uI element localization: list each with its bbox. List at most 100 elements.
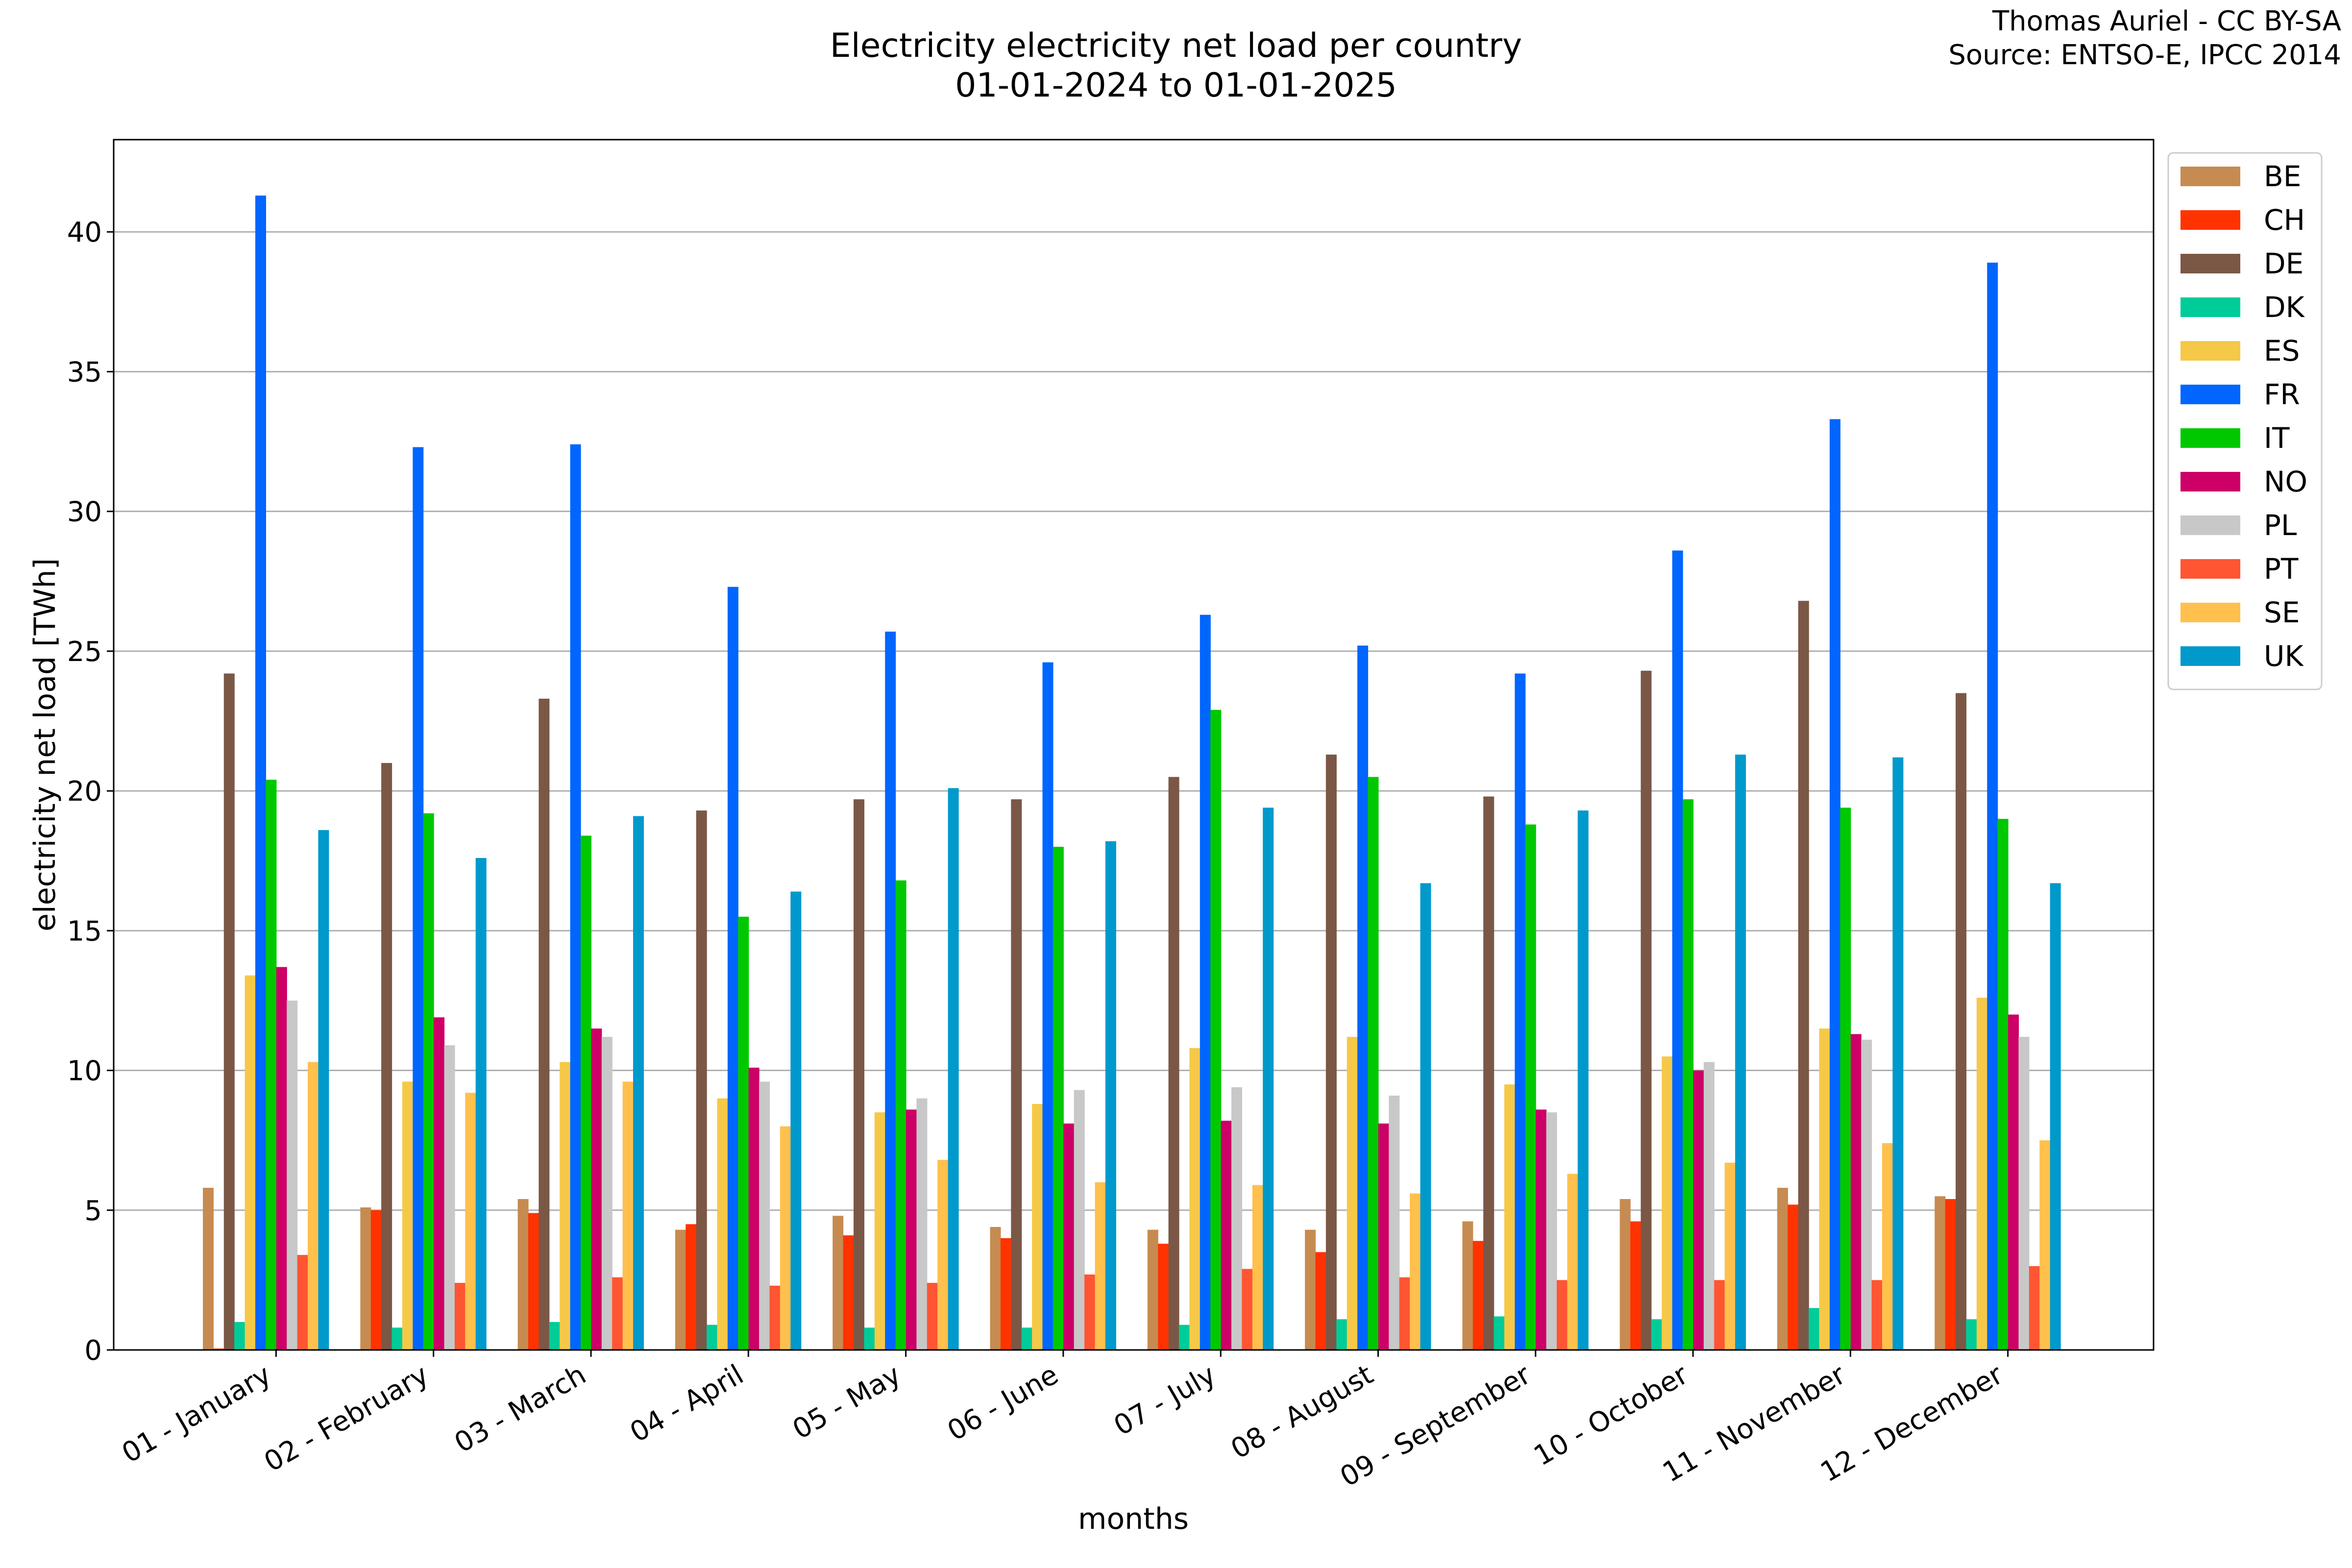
bar-ch <box>1788 1204 1799 1350</box>
bar-fr <box>1672 550 1683 1350</box>
bar-se <box>465 1093 476 1350</box>
chart-title-line1: Electricity electricity net load per cou… <box>830 26 1522 65</box>
bar-es <box>1662 1056 1673 1350</box>
legend-label-fr: FR <box>2264 378 2300 411</box>
bar-uk <box>1105 841 1116 1350</box>
bar-dk <box>1809 1308 1820 1350</box>
bar-it <box>1683 799 1694 1350</box>
bar-no <box>1693 1070 1704 1350</box>
legend-label-dk: DK <box>2264 291 2305 324</box>
bar-uk <box>790 891 802 1350</box>
bar-it <box>423 813 434 1350</box>
bar-uk <box>948 788 959 1350</box>
bar-dk <box>1651 1319 1662 1350</box>
bar-ch <box>843 1235 854 1350</box>
bar-de <box>1011 799 1022 1350</box>
legend-label-ch: CH <box>2264 203 2305 237</box>
y-tick-label: 40 <box>67 217 102 248</box>
bar-de <box>854 799 864 1350</box>
bar-se <box>1095 1182 1106 1350</box>
bar-es <box>717 1098 728 1350</box>
bar-be <box>1777 1188 1788 1350</box>
bar-se <box>937 1160 949 1350</box>
plot-frame <box>113 139 2155 1351</box>
bar-pl <box>444 1045 455 1350</box>
bar-fr <box>1830 419 1840 1350</box>
legend-swatch-it <box>2180 428 2240 448</box>
legend-swatch-se <box>2180 603 2240 622</box>
bar-pl <box>1074 1090 1085 1350</box>
bar-pl <box>1389 1095 1400 1350</box>
bar-ch <box>1630 1221 1642 1350</box>
y-tick-label: 25 <box>67 636 102 668</box>
bar-it <box>895 880 906 1350</box>
bar-dk <box>1021 1327 1032 1350</box>
legend-box <box>2167 152 2323 690</box>
bar-be <box>203 1188 214 1350</box>
bar-it <box>1210 710 1222 1350</box>
bar-pt <box>612 1277 623 1350</box>
bar-dk <box>392 1327 403 1350</box>
bar-no <box>591 1029 602 1350</box>
bar-ch <box>1315 1252 1326 1350</box>
y-tick-label: 0 <box>84 1335 102 1367</box>
bar-no <box>434 1017 445 1350</box>
bar-no <box>906 1109 917 1350</box>
bar-be <box>517 1199 529 1350</box>
bar-es <box>874 1112 885 1350</box>
y-axis-label: electricity net load [TWh] <box>28 558 62 931</box>
legend-swatch-es <box>2180 341 2240 361</box>
legend-swatch-uk <box>2180 646 2240 666</box>
bar-dk <box>234 1322 245 1350</box>
y-tick-label: 10 <box>67 1055 102 1087</box>
bar-es <box>1189 1048 1200 1350</box>
bar-uk <box>1892 757 1904 1350</box>
bar-de <box>1483 796 1494 1350</box>
x-tick-label: 06 - June <box>942 1359 1064 1447</box>
bar-ch <box>528 1213 539 1350</box>
bar-es <box>1504 1084 1515 1350</box>
bar-ch <box>686 1224 697 1350</box>
bar-pt <box>1557 1280 1568 1350</box>
bar-uk <box>1263 808 1274 1350</box>
bar-pt <box>1242 1269 1253 1350</box>
bar-de <box>381 763 392 1350</box>
y-tick-label: 5 <box>84 1195 102 1227</box>
bar-pt <box>769 1285 781 1350</box>
bar-pt <box>454 1283 466 1350</box>
legend-label-pt: PT <box>2264 552 2299 586</box>
bar-fr <box>570 444 581 1350</box>
bar-no <box>1536 1109 1547 1350</box>
bar-pl <box>1703 1062 1715 1350</box>
bar-se <box>2039 1140 2051 1350</box>
bar-no <box>1850 1034 1862 1350</box>
bar-pl <box>1546 1112 1557 1350</box>
bar-de <box>223 673 235 1350</box>
bar-no <box>2008 1014 2019 1350</box>
bar-se <box>1252 1185 1263 1350</box>
bar-it <box>581 835 591 1350</box>
legend-swatch-pt <box>2180 559 2240 579</box>
bar-fr <box>1200 614 1211 1350</box>
legend-swatch-ch <box>2180 210 2240 230</box>
bar-de <box>1956 693 1967 1350</box>
credit-source: Source: ENTSO-E, IPCC 2014 <box>1948 39 2341 71</box>
bar-ch <box>1945 1199 1956 1350</box>
bar-de <box>539 698 550 1350</box>
legend: BE CH DE DK ES FR IT NO PL PT SE UK <box>2167 152 2323 690</box>
bar-pl <box>601 1037 612 1350</box>
bar-ch <box>1158 1244 1169 1350</box>
bar-ch <box>370 1210 382 1350</box>
bar-pt <box>297 1255 308 1350</box>
x-tick-label: 08 - August <box>1225 1359 1378 1466</box>
bar-pl <box>916 1098 928 1350</box>
bar-uk <box>475 858 487 1350</box>
bar-be <box>990 1227 1001 1350</box>
bar-fr <box>727 587 738 1350</box>
bar-pt <box>1714 1280 1725 1350</box>
bar-no <box>1063 1123 1075 1350</box>
bars-layer <box>203 196 2061 1350</box>
bar-es <box>402 1081 413 1350</box>
